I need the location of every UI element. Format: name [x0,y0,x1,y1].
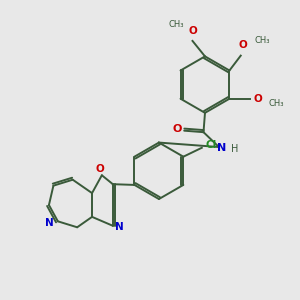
Text: O: O [173,124,182,134]
Text: CH₃: CH₃ [269,99,284,108]
Text: CH₃: CH₃ [254,36,270,45]
Text: N: N [115,222,124,232]
Text: CH₃: CH₃ [168,20,184,29]
Text: Cl: Cl [205,140,216,150]
Text: N: N [45,218,54,228]
Text: O: O [239,40,248,50]
Text: H: H [231,143,238,154]
Text: O: O [188,26,197,36]
Text: O: O [96,164,105,174]
Text: O: O [254,94,262,104]
Text: N: N [217,143,226,153]
